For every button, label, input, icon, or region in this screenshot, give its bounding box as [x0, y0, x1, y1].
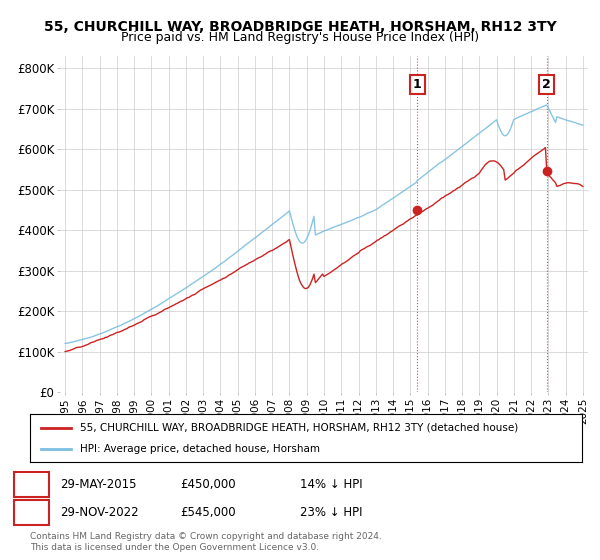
Text: HPI: Average price, detached house, Horsham: HPI: Average price, detached house, Hors… [80, 444, 320, 454]
Text: 14% ↓ HPI: 14% ↓ HPI [300, 478, 362, 491]
Text: Price paid vs. HM Land Registry's House Price Index (HPI): Price paid vs. HM Land Registry's House … [121, 31, 479, 44]
Text: 55, CHURCHILL WAY, BROADBRIDGE HEATH, HORSHAM, RH12 3TY (detached house): 55, CHURCHILL WAY, BROADBRIDGE HEATH, HO… [80, 423, 518, 433]
Text: 2: 2 [542, 78, 551, 91]
Text: 23% ↓ HPI: 23% ↓ HPI [300, 506, 362, 519]
Text: £545,000: £545,000 [180, 506, 236, 519]
Text: £450,000: £450,000 [180, 478, 236, 491]
Text: 29-NOV-2022: 29-NOV-2022 [60, 506, 139, 519]
Text: 1: 1 [413, 78, 422, 91]
Text: Contains HM Land Registry data © Crown copyright and database right 2024.
This d: Contains HM Land Registry data © Crown c… [30, 532, 382, 552]
Text: 1: 1 [27, 478, 35, 491]
Text: 2: 2 [27, 506, 35, 519]
Text: 29-MAY-2015: 29-MAY-2015 [60, 478, 137, 491]
Text: 55, CHURCHILL WAY, BROADBRIDGE HEATH, HORSHAM, RH12 3TY: 55, CHURCHILL WAY, BROADBRIDGE HEATH, HO… [44, 20, 556, 34]
